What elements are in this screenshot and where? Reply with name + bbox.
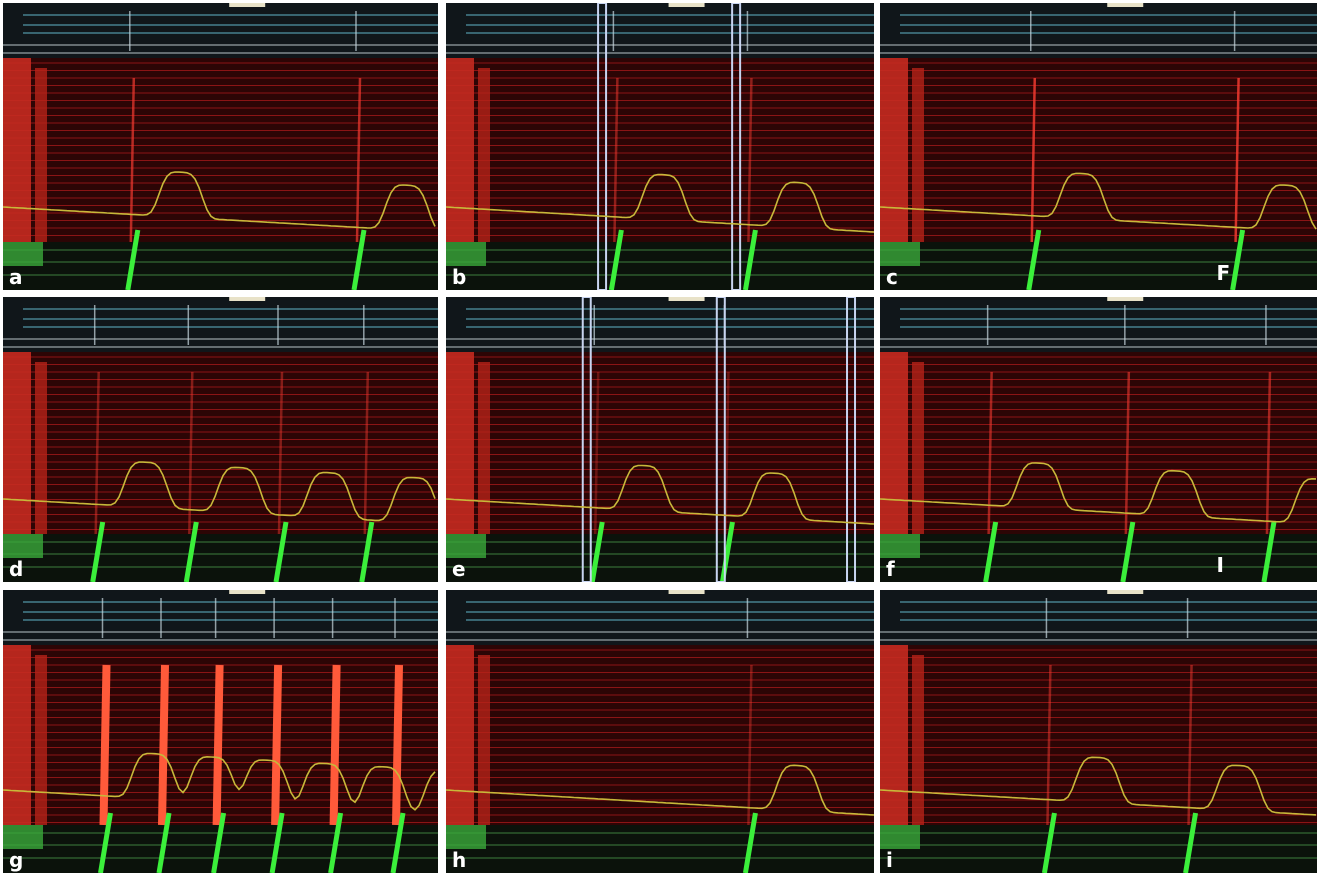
panel: d [3,297,438,582]
label-column [3,352,31,534]
bottom-strip [446,825,874,873]
panel: e [446,297,874,582]
bottom-strip [446,534,874,582]
top-strip [3,3,438,58]
panel: a [3,3,438,290]
spike [275,665,278,825]
top-marker [229,590,265,594]
label-column [478,362,490,534]
bottom-strip [880,825,1317,873]
panel: i [880,590,1317,873]
green-labels [880,242,920,266]
top-marker [229,3,265,7]
label-column [3,58,31,242]
spike [162,665,165,825]
bottom-strip [880,534,1317,582]
top-marker [229,297,265,301]
top-marker [669,3,705,7]
top-marker [669,590,705,594]
label-column [3,645,31,825]
panel-annotation: F [1216,261,1230,285]
green-labels [3,534,43,558]
green-labels [446,242,486,266]
panel-label: i [886,848,893,872]
figure: abcFdefIghi [0,0,1320,875]
label-column [478,655,490,825]
top-marker [1107,590,1143,594]
label-column [35,68,47,242]
label-column [35,362,47,534]
bottom-strip [446,242,874,290]
top-strip [880,297,1317,352]
label-column [880,352,908,534]
panel-label: g [9,848,23,872]
panel-label: f [886,557,895,581]
top-strip [880,590,1317,645]
panel-label: h [452,848,466,872]
spike [334,665,337,825]
red-area [446,645,874,825]
top-marker [669,297,705,301]
top-strip [3,590,438,645]
label-column [446,352,474,534]
label-column [912,362,924,534]
green-labels [3,242,43,266]
label-column [912,655,924,825]
bottom-strip [3,534,438,582]
top-strip [446,3,874,58]
panel-annotation: I [1216,553,1223,577]
spike [396,665,399,825]
top-strip [446,590,874,645]
panel: b [446,3,874,290]
top-marker [1107,3,1143,7]
panel-label: a [9,265,23,289]
panel-label: e [452,557,466,581]
spike [104,665,107,825]
green-labels [446,825,486,849]
spike [217,665,220,825]
label-column [446,58,474,242]
bottom-strip [880,242,1317,290]
label-column [478,68,490,242]
panel: h [446,590,874,873]
top-strip [3,297,438,352]
top-marker [1107,297,1143,301]
panel: g [3,590,438,873]
panel-label: c [886,265,898,289]
green-labels [880,534,920,558]
green-labels [3,825,43,849]
bottom-strip [3,242,438,290]
top-strip [880,3,1317,58]
label-column [35,655,47,825]
label-column [880,58,908,242]
label-column [912,68,924,242]
label-column [880,645,908,825]
panel-label: d [9,557,23,581]
green-labels [880,825,920,849]
green-labels [446,534,486,558]
red-area [880,645,1317,825]
label-column [446,645,474,825]
top-strip [446,297,874,352]
panel-label: b [452,265,466,289]
